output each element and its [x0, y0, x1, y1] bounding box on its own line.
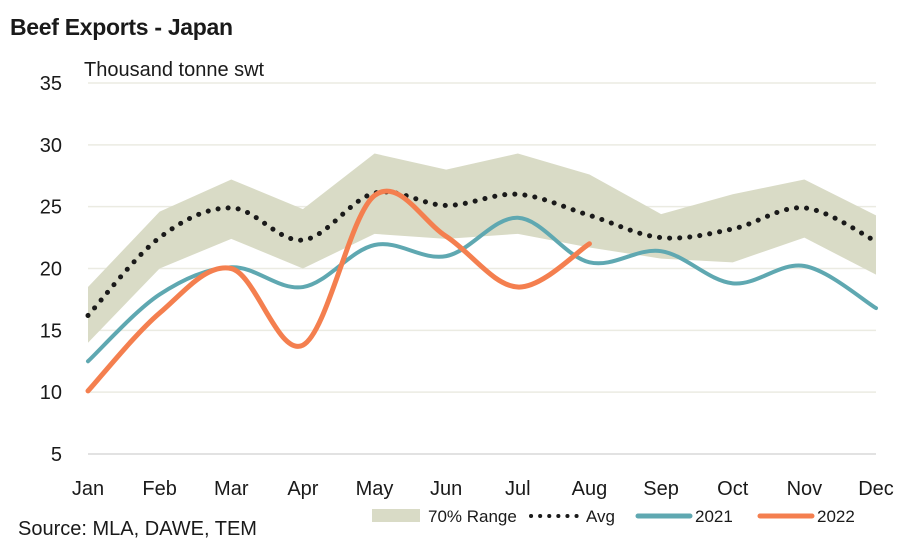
y-tick-label: 10	[40, 382, 62, 404]
x-tick-label: Oct	[717, 478, 749, 500]
source-note: Source: MLA, DAWE, TEM	[18, 518, 257, 540]
series-layer	[85, 188, 879, 394]
x-tick-label: Dec	[858, 478, 894, 500]
legend-label: 2021	[695, 507, 733, 526]
x-tick-label: Nov	[787, 478, 823, 500]
chart-title: Beef Exports - Japan	[10, 14, 233, 40]
x-axis-ticks: Jan Feb Mar Apr May Jun Jul Aug Sep Oct Nov Dec	[72, 478, 894, 500]
y-tick-label: 35	[40, 73, 62, 95]
y-tick-label: 15	[40, 320, 62, 342]
y-axis-label: Thousand tonne swt	[84, 59, 265, 81]
y-tick-label: 30	[40, 135, 62, 157]
legend-label: 70% Range	[428, 507, 517, 526]
x-tick-label: Mar	[214, 478, 249, 500]
x-tick-label: Sep	[643, 478, 679, 500]
legend: 70% Range Avg 2021 2022	[372, 507, 855, 526]
x-tick-label: May	[356, 478, 394, 500]
legend-label: Avg	[586, 507, 615, 526]
legend-swatch-range	[372, 509, 420, 522]
x-tick-label: Feb	[142, 478, 176, 500]
range-band-layer	[88, 153, 876, 343]
x-tick-label: Aug	[572, 478, 608, 500]
x-tick-label: Jul	[505, 478, 531, 500]
x-tick-label: Jan	[72, 478, 104, 500]
y-axis-ticks: 5 10 15 20 25 30 35	[40, 73, 62, 466]
y-tick-label: 5	[51, 444, 62, 466]
x-tick-label: Apr	[287, 478, 318, 500]
x-tick-label: Jun	[430, 478, 462, 500]
y-tick-label: 20	[40, 259, 62, 281]
series-line-2022	[85, 188, 592, 394]
range-band	[88, 153, 876, 343]
legend-label: 2022	[817, 507, 855, 526]
y-tick-label: 25	[40, 197, 62, 219]
series-line-avg	[85, 189, 879, 318]
